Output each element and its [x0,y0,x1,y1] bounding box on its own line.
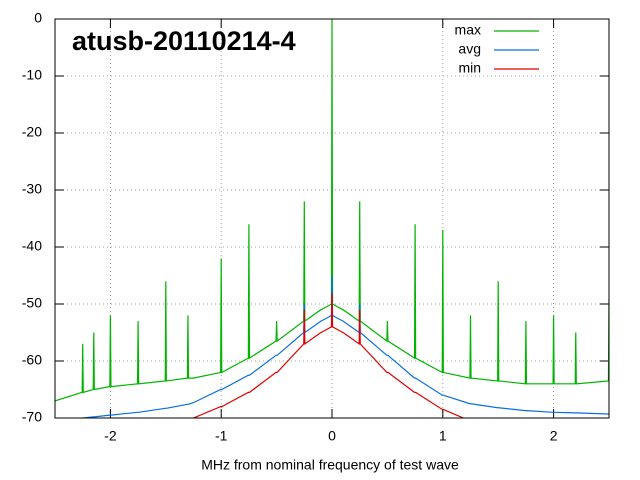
legend-label: avg [458,41,481,57]
series-line [55,19,609,402]
series-line [79,275,609,418]
y-tick-label: -50 [22,295,42,311]
y-tick-label: -40 [22,238,42,254]
x-tick-label: 0 [328,428,336,444]
series-line [191,292,465,418]
plot-area [55,19,609,418]
y-tick-label: -60 [22,352,42,368]
legend-label: min [458,60,481,76]
y-tick-label: -10 [22,67,42,83]
y-tick-label: -30 [22,181,42,197]
legend-label: max [455,22,481,38]
x-tick-label: -1 [215,428,228,444]
x-tick-label: -2 [104,428,117,444]
x-tick-label: 1 [439,428,447,444]
plot-border [54,18,610,419]
x-tick-label: 2 [550,428,558,444]
chart-title: atusb-20110214-4 [72,26,296,56]
x-axis-label: MHz from nominal frequency of test wave [201,457,459,473]
y-tick-label: -70 [22,409,42,425]
y-tick-label: -20 [22,124,42,140]
y-tick-label: 0 [34,10,42,26]
